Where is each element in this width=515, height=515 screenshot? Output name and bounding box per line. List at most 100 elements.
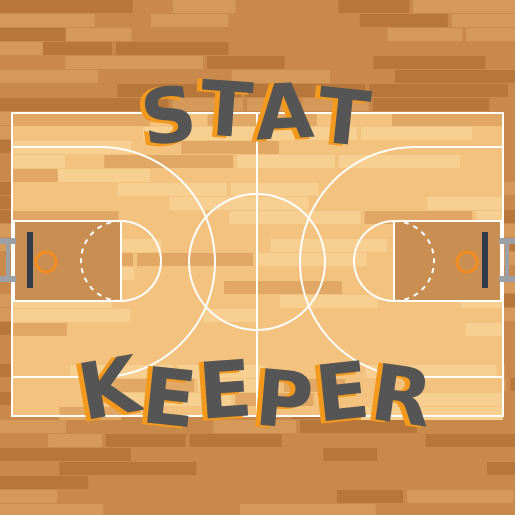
- wood-plank: [338, 0, 410, 13]
- wood-plank: [270, 239, 388, 252]
- wood-plank: [244, 84, 366, 97]
- wood-plank: [487, 462, 515, 475]
- left-hoop: [0, 232, 58, 288]
- right-free-throw-arc-dashed: [393, 220, 435, 302]
- wood-plank: [105, 434, 186, 447]
- wood-plank: [451, 14, 515, 27]
- wood-plank: [413, 0, 515, 13]
- right-three-point-line: [299, 146, 503, 378]
- title-letter: P: [251, 353, 320, 449]
- wood-plank: [70, 365, 173, 378]
- title-letter: E: [311, 345, 377, 441]
- wood-plank: [104, 393, 232, 406]
- wood-plank: [257, 253, 367, 266]
- wood-plank: [42, 42, 113, 55]
- wood-plank: [373, 56, 486, 69]
- wood-plank: [0, 70, 99, 83]
- wood-plank: [263, 127, 357, 140]
- wood-plank: [59, 462, 197, 475]
- wood-plank: [229, 211, 361, 224]
- wood-plank: [12, 155, 65, 168]
- wood-plank: [372, 98, 490, 111]
- right-free-throw-arc: [353, 220, 395, 302]
- wood-plank: [206, 56, 285, 69]
- wood-plank: [78, 98, 169, 111]
- wood-plank: [12, 113, 151, 126]
- wood-plank: [48, 434, 102, 447]
- wood-plank: [65, 56, 203, 69]
- wood-plank: [386, 393, 503, 406]
- wood-plank: [0, 448, 131, 461]
- wood-plank: [338, 155, 461, 168]
- wood-plank: [283, 379, 346, 392]
- wood-plank: [57, 169, 150, 182]
- wood-plank: [0, 14, 95, 27]
- wood-plank: [104, 155, 234, 168]
- wood-plank: [207, 113, 317, 126]
- wood-plank: [143, 127, 260, 140]
- wood-plank: [198, 379, 280, 392]
- wood-plank: [112, 379, 195, 392]
- wood-plank: [0, 476, 89, 489]
- wood-plank: [299, 420, 417, 433]
- left-hoop-stand-post: [6, 238, 10, 282]
- court-lines: [11, 112, 504, 417]
- wood-plank: [359, 14, 448, 27]
- left-key-lines: [13, 220, 122, 302]
- wood-plank: [116, 42, 229, 55]
- wood-plank: [12, 323, 67, 336]
- wood-plank: [239, 504, 376, 515]
- wood-plank: [509, 238, 515, 251]
- wood-plank: [0, 490, 58, 503]
- center-circle: [188, 193, 326, 331]
- title-keeper: KEEPER: [0, 339, 515, 448]
- title-letter: T: [313, 70, 379, 165]
- wood-plank: [151, 14, 229, 27]
- wood-plank: [231, 70, 331, 83]
- wood-plank: [176, 365, 265, 378]
- wood-plank: [117, 183, 227, 196]
- wood-plank: [336, 490, 403, 503]
- right-hoop: [455, 232, 515, 288]
- wood-plank: [406, 490, 514, 503]
- wood-plank: [230, 183, 319, 196]
- wood-plank: [203, 309, 257, 322]
- wood-plank: [391, 113, 503, 126]
- wood-plank: [425, 434, 515, 447]
- left-free-throw-arc: [120, 220, 162, 302]
- wood-plank: [365, 365, 497, 378]
- wood-plank: [189, 434, 282, 447]
- wood-plank: [237, 155, 335, 168]
- right-backboard: [482, 232, 488, 288]
- wood-plank: [117, 84, 241, 97]
- wood-plank: [427, 197, 503, 210]
- wood-plank: [213, 420, 296, 433]
- right-hoop-stand-post: [505, 238, 509, 282]
- wood-plank: [302, 98, 369, 111]
- wood-plank: [466, 28, 515, 41]
- right-rim: [455, 250, 479, 274]
- left-rim: [34, 250, 58, 274]
- wood-plank: [35, 504, 104, 515]
- wood-plank: [387, 28, 463, 41]
- title-letter: T: [196, 63, 259, 156]
- title-letter: S: [135, 67, 206, 164]
- wood-plank: [12, 309, 131, 322]
- left-three-point-line: [12, 146, 216, 378]
- title-letter: K: [71, 339, 150, 439]
- right-key-lines: [393, 220, 502, 302]
- title-letter: R: [365, 348, 441, 446]
- wood-plank: [224, 281, 343, 294]
- wood-plank: [0, 420, 67, 433]
- wood-plank: [247, 98, 299, 111]
- wood-plank: [181, 141, 279, 154]
- wood-plank: [323, 448, 378, 461]
- wood-plank: [394, 70, 515, 83]
- wood-plank: [360, 127, 472, 140]
- wood-plank: [172, 98, 244, 111]
- wood-plank: [280, 295, 378, 308]
- wood-plank: [369, 84, 509, 97]
- wood-plank: [65, 28, 132, 41]
